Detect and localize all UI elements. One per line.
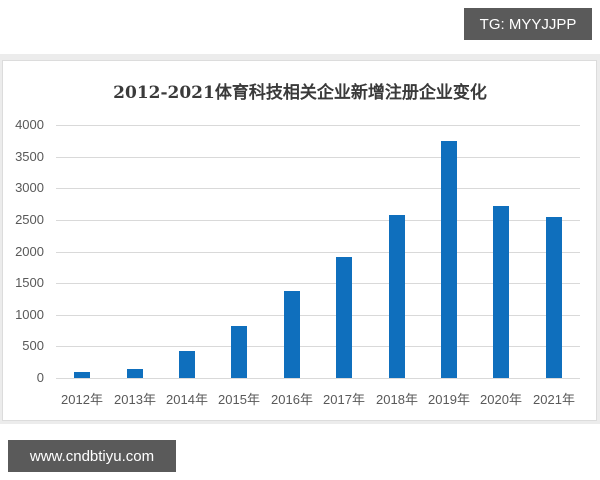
gridline (56, 283, 580, 284)
bar-2021年 (546, 217, 562, 378)
x-axis-tick-label: 2018年 (376, 392, 418, 407)
x-axis-tick-label: 2017年 (323, 392, 365, 407)
bar-2020年 (493, 206, 509, 378)
gridline (56, 252, 580, 253)
bar-2012年 (74, 372, 90, 378)
bar-2014年 (179, 351, 195, 378)
y-axis-tick-label: 500 (22, 338, 44, 353)
bar-2019年 (441, 141, 457, 378)
y-axis-tick-label: 2000 (15, 244, 44, 259)
gridline (56, 315, 580, 316)
y-axis-tick-label: 3000 (15, 180, 44, 195)
bar-2013年 (127, 369, 143, 378)
x-axis-tick-label: 2019年 (428, 392, 470, 407)
watermark-url: www.cndbtiyu.com (8, 440, 176, 472)
watermark-tg: TG: MYYJJPP (464, 8, 592, 40)
gridline (56, 125, 580, 126)
y-axis-tick-label: 1500 (15, 275, 44, 290)
bar-2017年 (336, 257, 352, 378)
y-axis-tick-label: 4000 (15, 117, 44, 132)
y-axis-tick-label: 1000 (15, 307, 44, 322)
y-axis-tick-label: 0 (36, 370, 44, 385)
x-axis-tick-label: 2014年 (166, 392, 208, 407)
gridline (56, 346, 580, 347)
chart-title: 2012-2021体育科技相关企业新增注册企业变化 (113, 83, 487, 103)
y-axis-tick-label: 3500 (15, 149, 44, 164)
gridline (56, 188, 580, 189)
x-axis-tick-label: 2013年 (114, 392, 156, 407)
x-axis-tick-label: 2015年 (218, 392, 260, 407)
x-axis-tick-label: 2016年 (271, 392, 313, 407)
gridline (56, 157, 580, 158)
gridline (56, 378, 580, 379)
x-axis-tick-label: 2021年 (533, 392, 575, 407)
x-axis-tick-label: 2020年 (480, 392, 522, 407)
gridline (56, 220, 580, 221)
bar-2018年 (389, 215, 405, 378)
bar-2016年 (284, 291, 300, 378)
y-axis-tick-label: 2500 (15, 212, 44, 227)
x-axis-tick-label: 2012年 (61, 392, 103, 407)
bar-2015年 (231, 326, 247, 378)
